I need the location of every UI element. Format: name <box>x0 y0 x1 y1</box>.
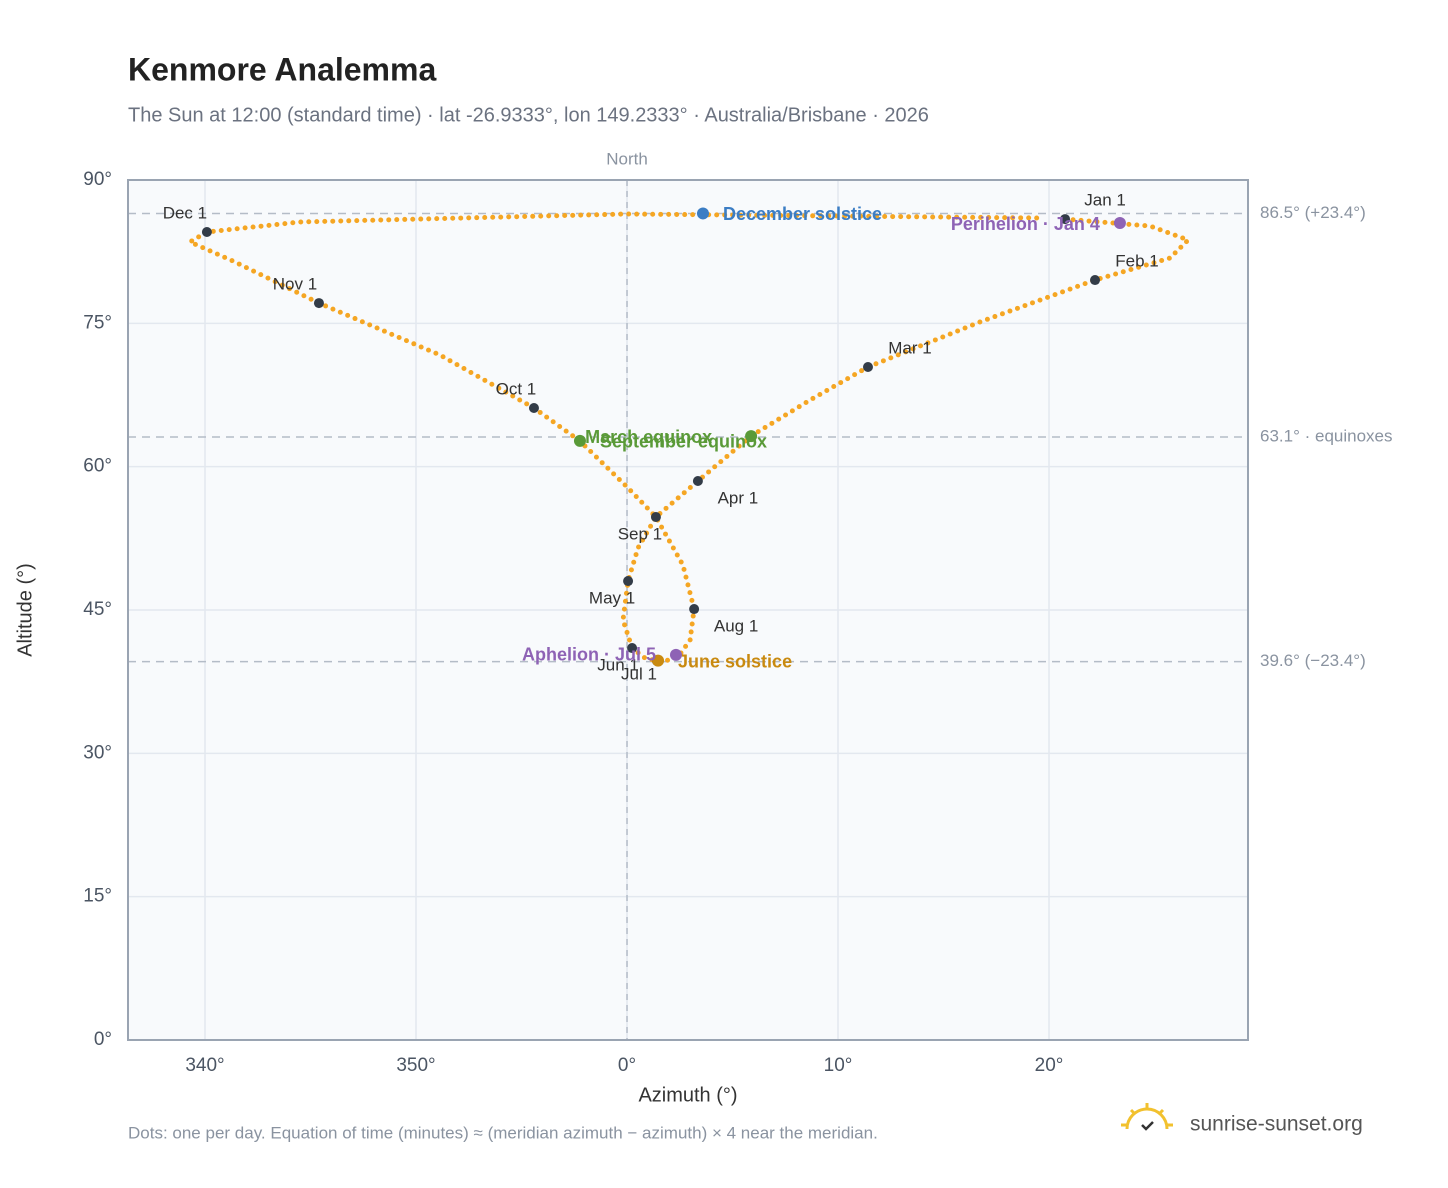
month-label: Feb 1 <box>1115 252 1158 271</box>
x-tick-label: 340° <box>185 1055 224 1076</box>
y-tick-label: 0° <box>94 1029 112 1050</box>
month-marker <box>623 576 634 587</box>
y-tick-label: 90° <box>83 169 112 190</box>
month-marker <box>627 643 638 654</box>
brand-name: sunrise-sunset.org <box>1190 1113 1363 1136</box>
x-axis-title: Azimuth (°) <box>638 1084 737 1106</box>
month-label: May 1 <box>589 589 635 608</box>
x-tick-label: 20° <box>1035 1055 1064 1076</box>
month-marker <box>528 402 539 413</box>
plot-frame <box>127 179 1249 1041</box>
reference-label: 63.1° · equinoxes <box>1260 427 1393 446</box>
event-label: June solstice <box>678 651 792 671</box>
month-label: Nov 1 <box>273 275 317 294</box>
event-label: Perihelion · Jan 4 <box>951 214 1100 234</box>
event-marker <box>745 430 758 443</box>
y-tick-label: 15° <box>83 886 112 907</box>
month-marker <box>1060 214 1071 225</box>
month-label: Oct 1 <box>496 379 537 398</box>
event-marker <box>669 648 682 661</box>
y-tick-label: 60° <box>83 456 112 477</box>
month-label: Dec 1 <box>163 203 207 222</box>
event-label: March equinox <box>585 427 712 447</box>
x-tick-label: 0° <box>618 1055 636 1076</box>
month-label: Aug 1 <box>714 617 758 636</box>
month-marker <box>201 226 212 237</box>
chart-subtitle: The Sun at 12:00 (standard time) · lat -… <box>128 104 929 126</box>
y-axis-title: Altitude (°) <box>14 563 36 657</box>
month-label: Sep 1 <box>618 525 662 544</box>
meridian-label: North <box>606 149 648 168</box>
month-marker <box>862 362 873 373</box>
month-label: Apr 1 <box>718 488 759 507</box>
reference-label: 86.5° (+23.4°) <box>1260 203 1366 222</box>
event-label: December solstice <box>723 204 882 224</box>
y-tick-label: 45° <box>83 599 112 620</box>
footnote: Dots: one per day. Equation of time (min… <box>128 1123 878 1142</box>
month-label: Jun 1 <box>597 656 639 675</box>
month-marker <box>313 298 324 309</box>
x-tick-label: 350° <box>396 1055 435 1076</box>
y-tick-label: 30° <box>83 742 112 763</box>
month-marker <box>1090 275 1101 286</box>
chart-title: Kenmore Analemma <box>128 51 436 87</box>
y-tick-label: 75° <box>83 312 112 333</box>
month-label: Jul 1 <box>621 664 657 683</box>
event-label: Aphelion · Jul 5 <box>522 645 656 665</box>
month-marker <box>650 512 661 523</box>
event-marker <box>696 207 709 220</box>
event-marker <box>1113 217 1126 229</box>
brand-logo <box>1121 1103 1173 1131</box>
month-marker <box>692 476 703 486</box>
reference-label: 39.6° (−23.4°) <box>1260 651 1366 670</box>
month-label: Jan 1 <box>1084 191 1126 210</box>
month-marker <box>689 604 700 615</box>
event-label: September equinox <box>600 432 767 452</box>
x-tick-label: 10° <box>824 1055 853 1076</box>
event-marker <box>573 434 586 447</box>
month-label: Mar 1 <box>888 338 931 357</box>
event-marker <box>652 654 665 667</box>
